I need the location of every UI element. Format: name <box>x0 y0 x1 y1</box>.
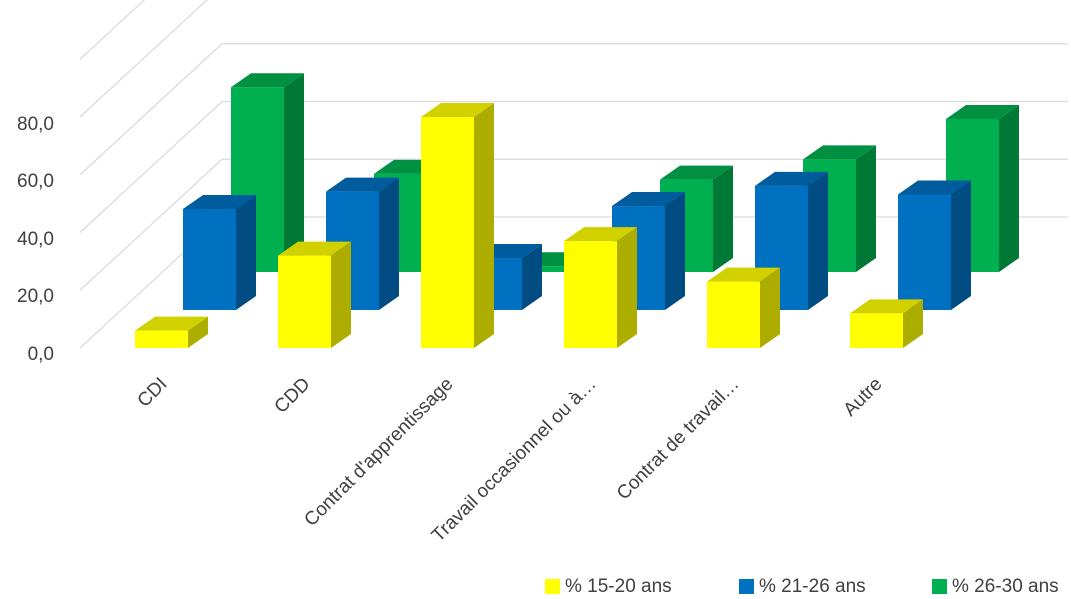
bar-front <box>850 313 903 348</box>
bar-top <box>707 267 780 282</box>
bar-top <box>326 177 399 192</box>
bar-side <box>474 103 494 348</box>
gridline <box>79 100 1068 233</box>
y-tick-label: 80,0 <box>17 114 54 135</box>
legend: % 15-20 ans % 21-26 ans % 26-30 ans <box>545 576 1059 597</box>
bar-side <box>856 145 876 272</box>
bar <box>135 316 208 348</box>
bar-top <box>231 73 304 88</box>
bar-top <box>850 299 923 314</box>
category-label: Autre <box>840 374 887 421</box>
category-label: CDI <box>134 374 172 412</box>
bar-side <box>331 241 351 348</box>
legend-label: % 21-26 ans <box>759 576 866 597</box>
bar-side <box>188 316 208 348</box>
legend-label: % 15-20 ans <box>565 576 672 597</box>
bar-front <box>898 194 951 310</box>
bar-top <box>803 145 876 160</box>
bar-side <box>713 165 733 272</box>
bar-side <box>236 194 256 310</box>
bar-top <box>135 316 208 331</box>
bar-side <box>951 180 971 310</box>
bar-top <box>564 227 637 242</box>
legend-swatch-15-20 <box>545 579 560 594</box>
bar-front <box>517 266 570 272</box>
bar <box>850 299 923 348</box>
bar <box>278 241 351 348</box>
bar-top <box>421 103 494 117</box>
bar-side <box>379 177 399 310</box>
bar-side <box>617 227 637 348</box>
bar-top <box>612 192 685 207</box>
y-tick-label: 0,0 <box>28 344 54 365</box>
gridline <box>79 158 1068 291</box>
bar-top <box>898 180 971 195</box>
legend-swatch-26-30 <box>932 579 947 594</box>
bar-side <box>903 299 923 348</box>
bar-side <box>284 73 304 272</box>
legend-swatch-21-26 <box>739 579 754 594</box>
category-label: Contrat d'apprentissage <box>300 374 457 531</box>
bar-front <box>278 255 331 348</box>
bar <box>898 180 971 310</box>
bar-side <box>522 244 542 310</box>
bar <box>564 227 637 348</box>
bar-front <box>183 208 236 310</box>
y-axis-ticks: 0,0 20,0 40,0 60,0 80,0 <box>17 114 54 365</box>
bar-front <box>707 281 760 348</box>
bar-top <box>278 241 351 256</box>
category-labels: CDI CDD Contrat d'apprentissage Travail … <box>134 374 887 547</box>
gridline <box>79 43 1068 176</box>
bar-side <box>665 192 685 310</box>
bar-top <box>660 165 733 180</box>
bar-top <box>755 171 828 186</box>
legend-label: % 26-30 ans <box>952 576 1059 597</box>
category-label: Travail occasionnel ou à… <box>428 374 601 547</box>
bar-front <box>135 330 188 348</box>
category-label: CDD <box>271 374 315 418</box>
bar-side <box>808 171 828 310</box>
bar-top <box>183 194 256 209</box>
bar <box>183 194 256 310</box>
gridline <box>79 0 146 60</box>
bars <box>135 73 1019 348</box>
y-tick-label: 40,0 <box>17 229 54 250</box>
bar <box>421 103 494 348</box>
y-tick-label: 60,0 <box>17 171 54 192</box>
bar-front <box>421 117 474 348</box>
y-tick-label: 20,0 <box>17 286 54 307</box>
bar-top <box>946 104 1019 119</box>
bar-side <box>999 104 1019 273</box>
gridline <box>79 0 208 118</box>
bar <box>707 267 780 348</box>
bar-front <box>564 241 617 348</box>
category-label: Contrat de travail… <box>613 374 744 505</box>
bar-side <box>760 267 780 348</box>
